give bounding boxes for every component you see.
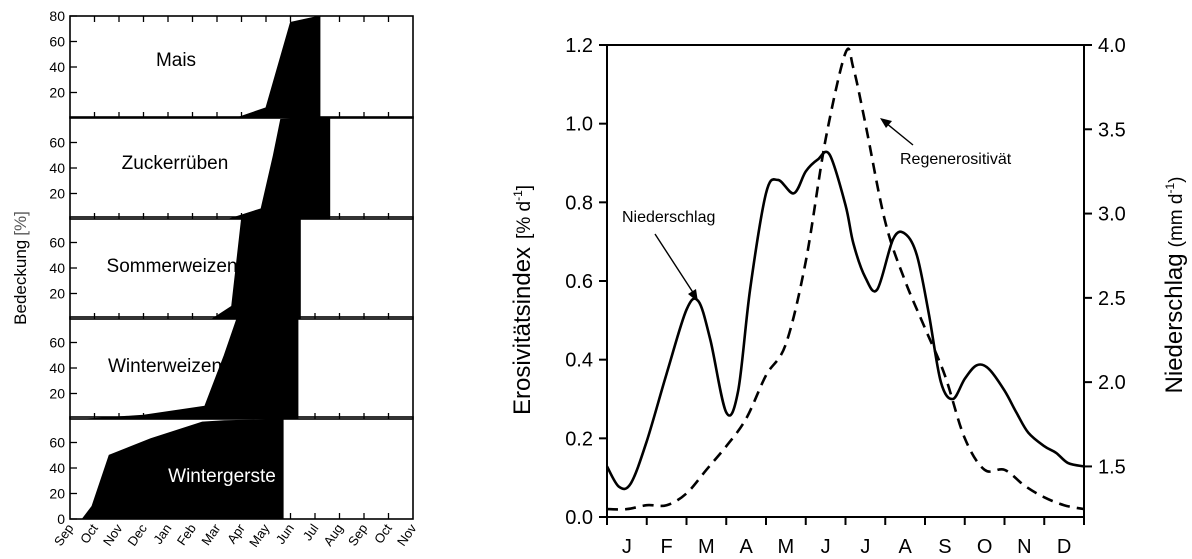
y-tick-label: 40 xyxy=(49,260,65,276)
annotation-niederschlag: Niederschlag xyxy=(622,209,715,226)
y-tick-label: 0.4 xyxy=(565,350,593,372)
y-axis-label-unit: [%] xyxy=(11,211,30,236)
y-tick-label: 40 xyxy=(49,59,65,75)
cover-area xyxy=(81,419,284,520)
cover-panel: 0 20 40 60 Wintergerste xyxy=(49,416,414,527)
y-axis-label: Erosivitätsindex [% d-1] xyxy=(509,185,536,415)
annotation-regenerositaet: Regenerositivät xyxy=(900,151,1012,168)
x-tick-label: Jun xyxy=(273,521,297,547)
cover-panel: 20 40 60 Sommerweizen xyxy=(49,216,414,320)
erosivity-chart: 0.0 0.2 0.4 0.6 0.8 1.0 1.2 1.5 2.0 2.5 3.0 3.5 4.0 J… xyxy=(509,35,1188,558)
annotation-arrow xyxy=(885,122,914,146)
precipitation-line xyxy=(605,150,1085,491)
y2-tick-label: 1.5 xyxy=(1098,456,1126,478)
cover-panel: 20 40 60 Zuckerrüben xyxy=(49,116,414,220)
x-tick-label: Mar xyxy=(198,521,224,548)
y-axis-unit-sup: -1 xyxy=(511,190,525,201)
y-axis-label: Bedeckung [%] xyxy=(11,211,30,325)
x-tick-label: Sep xyxy=(51,521,77,549)
y-tick-label: 0.2 xyxy=(565,428,593,450)
y2-axis-unit: (mm d xyxy=(1166,194,1187,248)
panel-frame xyxy=(69,15,414,119)
panel-label: Mais xyxy=(156,50,196,71)
y-tick-label: 40 xyxy=(49,160,65,176)
arrow-head xyxy=(880,118,892,128)
y-tick-label: 20 xyxy=(49,486,65,502)
y-tick-label: 60 xyxy=(49,135,65,151)
x-tick-label: Jul xyxy=(300,521,322,543)
x-tick-label: A xyxy=(898,536,912,558)
x-tick-label: Jan xyxy=(150,521,174,547)
x-tick-label: M xyxy=(698,536,715,558)
erosivity-line xyxy=(606,47,1085,511)
y2-axis-label: Niederschlag (mm d-1) xyxy=(1161,177,1188,394)
panel-label: Wintergerste xyxy=(168,466,276,487)
panel-label: Winterweizen xyxy=(108,356,222,377)
cover-panel: 20 40 60 80 Mais xyxy=(49,8,414,119)
cover-area xyxy=(87,316,299,420)
x-tick-label: Feb xyxy=(174,521,199,548)
y-tick-label: 20 xyxy=(49,286,65,302)
y2-tick-label: 2.5 xyxy=(1098,288,1126,310)
y-tick-label: 60 xyxy=(49,235,65,251)
x-tick-label: Sep xyxy=(345,521,371,549)
x-tick-label: Oct xyxy=(77,521,101,546)
y-axis-label-text: Bedeckung xyxy=(11,240,30,325)
y2-tick-label: 4.0 xyxy=(1098,35,1126,57)
x-tick-label: J xyxy=(821,536,831,558)
y-tick-label: 0.8 xyxy=(565,192,593,214)
x-tick-label: Oct xyxy=(371,521,395,546)
y-axis-label-text: Erosivitätsindex xyxy=(509,247,536,415)
y-axis-unit: [% d xyxy=(514,201,535,239)
x-tick-label: A xyxy=(739,536,753,558)
y-tick-label: 60 xyxy=(49,34,65,50)
x-tick-label: S xyxy=(938,536,951,558)
y2-axis-label-text: Niederschlag xyxy=(1161,253,1188,393)
y-tick-label: 0.6 xyxy=(565,271,593,293)
x-tick-label: Nov xyxy=(394,521,420,549)
x-tick-label: J xyxy=(860,536,870,558)
x-tick-label: May xyxy=(246,521,273,550)
plot-frame xyxy=(606,44,1085,518)
y-tick-label: 1.0 xyxy=(565,114,593,136)
x-tick-label: F xyxy=(661,536,673,558)
y-tick-label: 20 xyxy=(49,85,65,101)
x-tick-label: M xyxy=(778,536,795,558)
y-tick-label: 60 xyxy=(49,435,65,451)
y-tick-label: 60 xyxy=(49,335,65,351)
y-tick-label: 20 xyxy=(49,386,65,402)
x-tick-label: Aug xyxy=(320,521,346,549)
y-tick-label: 1.2 xyxy=(565,35,593,57)
x-tick-label: J xyxy=(622,536,632,558)
crop-cover-chart: 20 40 60 80 Mais 20 40 60 Zuckerrüben 20 40 60 Somme… xyxy=(11,8,420,550)
y-tick-label: 20 xyxy=(49,186,65,202)
x-tick-label: D xyxy=(1057,536,1071,558)
y2-axis-unit-sup: -1 xyxy=(1163,183,1177,194)
panel-label: Zuckerrüben xyxy=(122,153,229,174)
y2-axis-unit-end: ) xyxy=(1166,177,1187,183)
y-tick-label: 0.0 xyxy=(565,507,593,529)
x-tick-label: O xyxy=(977,536,993,558)
y-tick-label: 80 xyxy=(49,8,65,24)
y2-tick-label: 2.0 xyxy=(1098,372,1126,394)
y-tick-label: 40 xyxy=(49,360,65,376)
cover-area xyxy=(229,116,331,220)
y-tick-label: 0 xyxy=(57,511,65,527)
x-tick-label: Apr xyxy=(224,521,248,547)
annotation-arrow xyxy=(654,233,695,295)
y2-tick-label: 3.5 xyxy=(1098,119,1126,141)
y2-tick-label: 3.0 xyxy=(1098,204,1126,226)
arrow-head xyxy=(688,289,698,302)
x-tick-label: N xyxy=(1017,536,1031,558)
cover-area xyxy=(236,15,321,119)
y-axis-unit-end: ] xyxy=(514,185,535,190)
x-tick-label: Dec xyxy=(124,521,150,549)
panel-label: Sommerweizen xyxy=(107,256,238,277)
y-tick-label: 40 xyxy=(49,460,65,476)
x-tick-label: Nov xyxy=(100,521,126,549)
cover-panel: 20 40 60 Winterweizen xyxy=(49,316,414,420)
